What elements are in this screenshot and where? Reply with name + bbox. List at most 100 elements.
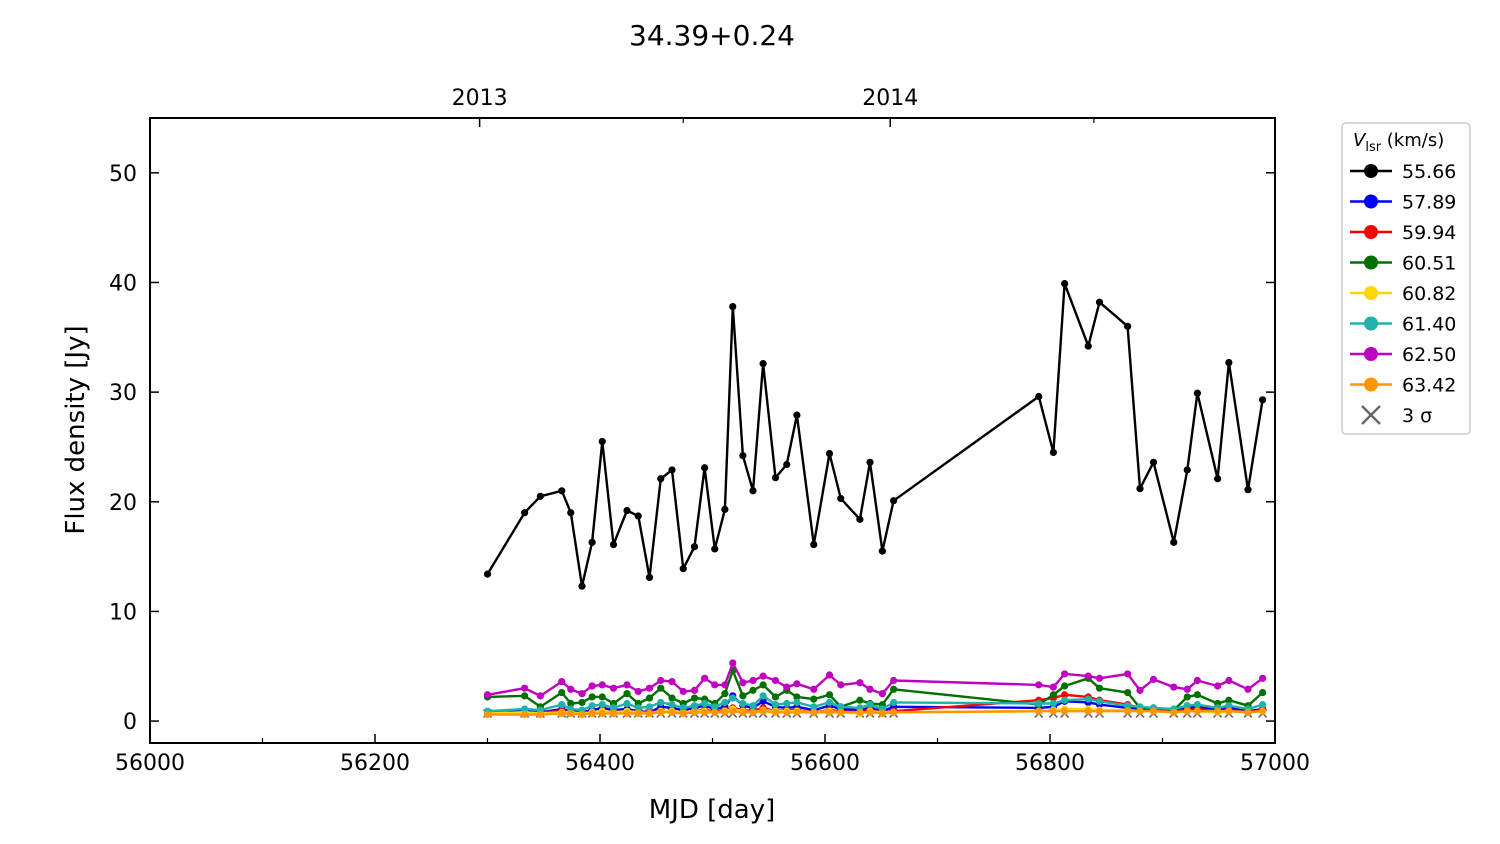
data-point-61.40 <box>1183 702 1191 710</box>
data-point-63.42 <box>1244 708 1252 716</box>
data-point-61.40 <box>1061 696 1069 704</box>
data-point-60.51 <box>567 699 575 708</box>
data-point-55.66 <box>721 505 729 514</box>
x-tick-label: 56800 <box>1015 751 1085 776</box>
data-point-63.42 <box>793 708 801 716</box>
legend-label: 60.51 <box>1402 253 1456 275</box>
data-point-55.66 <box>1149 458 1158 466</box>
data-point-55.66 <box>810 540 818 549</box>
legend-entry: 61.40 <box>1350 314 1456 336</box>
x-tick-label: 56600 <box>790 751 860 776</box>
x-axis-label: MJD [day] <box>649 795 776 825</box>
y-tick-label: 10 <box>109 600 137 625</box>
legend-marker <box>1364 377 1378 392</box>
legend-marker <box>1364 225 1378 239</box>
data-point-62.50 <box>1183 685 1191 693</box>
data-point-55.66 <box>690 543 699 551</box>
data-point-63.42 <box>749 708 757 716</box>
legend-label: 55.66 <box>1402 161 1456 183</box>
data-point-63.42 <box>1214 707 1222 715</box>
data-point-63.42 <box>1136 707 1144 715</box>
data-point-63.42 <box>1061 707 1069 715</box>
data-point-55.66 <box>578 582 586 590</box>
data-point-60.51 <box>668 694 676 702</box>
legend: Vlsr (km/s) 55.66 57.89 59.94 60.51 60.82 61.… <box>1341 122 1471 435</box>
data-point-61.40 <box>1084 695 1092 703</box>
data-point-61.40 <box>701 699 709 708</box>
x-tick-label: 56200 <box>340 751 410 776</box>
data-point-61.40 <box>1095 697 1104 705</box>
legend-sigma-cross <box>1361 405 1381 425</box>
data-point-60.51 <box>856 696 864 704</box>
plot-frame <box>149 117 1276 744</box>
data-point-61.40 <box>645 703 654 711</box>
data-point-61.40 <box>588 702 596 710</box>
data-point-55.66 <box>793 411 801 419</box>
data-point-60.51 <box>1095 684 1104 692</box>
data-point-63.42 <box>1193 707 1201 715</box>
data-point-61.40 <box>759 692 767 700</box>
data-point-61.40 <box>711 703 719 711</box>
data-point-55.66 <box>521 509 529 517</box>
data-point-61.40 <box>668 701 676 709</box>
data-point-55.66 <box>645 573 654 582</box>
data-point-63.42 <box>1259 707 1267 715</box>
data-point-62.50 <box>1214 682 1222 690</box>
data-point-61.40 <box>810 703 818 711</box>
data-point-63.42 <box>701 708 709 716</box>
data-point-62.50 <box>783 683 791 691</box>
data-point-55.66 <box>1170 538 1178 546</box>
data-point-61.40 <box>657 698 665 707</box>
data-point-62.50 <box>749 676 757 685</box>
data-point-62.50 <box>588 682 596 690</box>
top-tick-label: 2014 <box>862 86 918 111</box>
data-point-63.42 <box>598 709 606 717</box>
data-point-61.40 <box>1049 699 1057 708</box>
data-point-61.40 <box>890 698 898 707</box>
data-point-63.42 <box>878 709 886 717</box>
data-point-60.51 <box>521 692 529 700</box>
data-point-55.66 <box>1193 389 1201 397</box>
data-point-55.66 <box>711 545 719 553</box>
data-point-63.42 <box>668 708 676 716</box>
legend-label: 62.50 <box>1402 344 1456 366</box>
data-point-60.51 <box>721 690 729 698</box>
data-point-63.42 <box>567 709 575 717</box>
data-point-62.50 <box>1095 674 1104 682</box>
legend-marker <box>1364 286 1378 300</box>
data-point-63.42 <box>588 709 596 717</box>
data-point-62.50 <box>711 681 719 689</box>
data-point-62.50 <box>521 684 529 692</box>
data-point-55.66 <box>1225 358 1233 367</box>
x-tick-label: 56400 <box>565 751 635 776</box>
data-point-62.50 <box>609 684 618 692</box>
data-point-55.66 <box>837 494 845 503</box>
data-point-61.40 <box>558 701 566 709</box>
data-point-60.51 <box>810 695 818 703</box>
data-point-62.50 <box>567 685 575 693</box>
data-point-60.51 <box>598 693 606 701</box>
data-point-62.50 <box>668 677 676 686</box>
data-point-60.51 <box>749 686 757 694</box>
data-point-63.42 <box>783 708 791 716</box>
legend-label: 61.40 <box>1402 314 1456 336</box>
data-point-63.42 <box>729 707 737 715</box>
data-point-57.89 <box>759 697 767 705</box>
data-point-61.40 <box>521 705 529 713</box>
data-point-63.42 <box>1124 707 1132 715</box>
data-point-61.40 <box>1193 701 1201 709</box>
data-point-60.51 <box>558 688 566 697</box>
data-point-62.50 <box>1061 670 1069 678</box>
axes-ticks: 56000 56200 56400 56600 56800 57000 2013 2014 0 1… <box>109 86 1310 776</box>
data-point-63.42 <box>645 709 654 717</box>
data-point-60.51 <box>825 691 834 699</box>
data-point-63.42 <box>721 708 729 716</box>
legend-entry: 60.51 <box>1350 253 1456 275</box>
data-point-63.42 <box>1084 707 1092 715</box>
data-point-61.40 <box>749 702 757 710</box>
data-point-61.40 <box>609 704 618 712</box>
data-point-61.40 <box>679 704 687 712</box>
data-point-62.50 <box>856 679 864 687</box>
data-point-63.42 <box>690 708 699 716</box>
